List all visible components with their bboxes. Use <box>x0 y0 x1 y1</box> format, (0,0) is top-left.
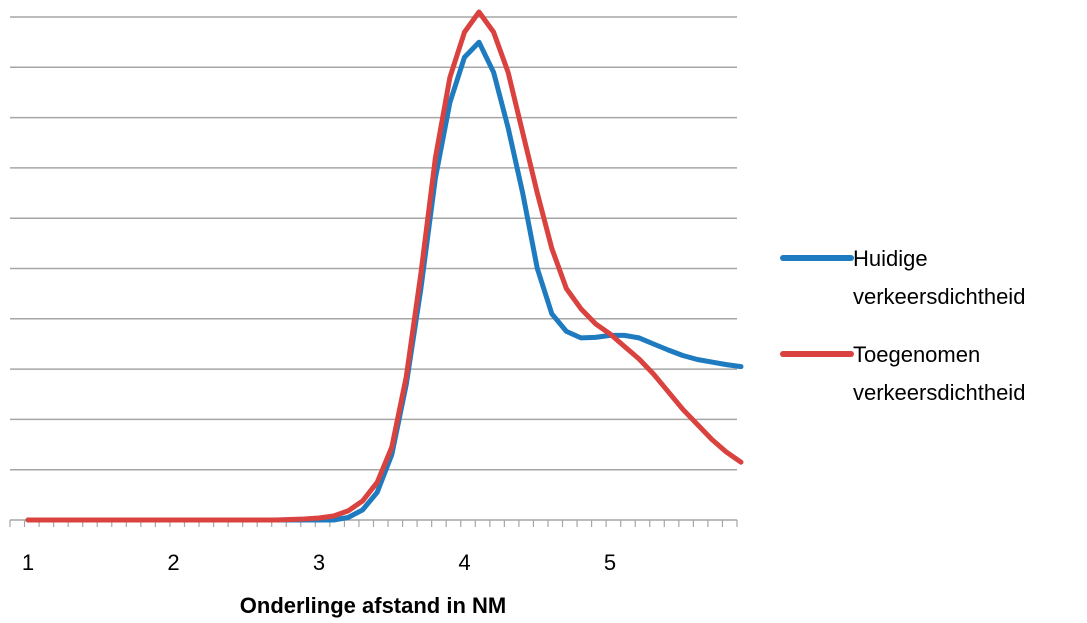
x-axis: 1 2 3 4 5 <box>9 519 738 575</box>
x-tick-label: 1 <box>22 550 34 575</box>
x-tick-label: 5 <box>604 550 616 575</box>
gridlines <box>10 16 737 471</box>
legend-label-1: Huidige verkeersdichtheid <box>853 246 1025 309</box>
x-tick-label: 2 <box>167 550 179 575</box>
series-line-2 <box>25 9 744 523</box>
x-tick-label: 3 <box>313 550 325 575</box>
series-line-1 <box>25 39 744 523</box>
series-lines <box>25 9 744 523</box>
x-axis-title: Onderlinge afstand in NM <box>240 593 506 618</box>
x-tick-label: 4 <box>458 550 470 575</box>
legend-label-2: Toegenomen verkeersdichtheid <box>853 342 1025 405</box>
legend: Huidige verkeersdichtheid Toegenomen verkee… <box>780 246 1025 405</box>
